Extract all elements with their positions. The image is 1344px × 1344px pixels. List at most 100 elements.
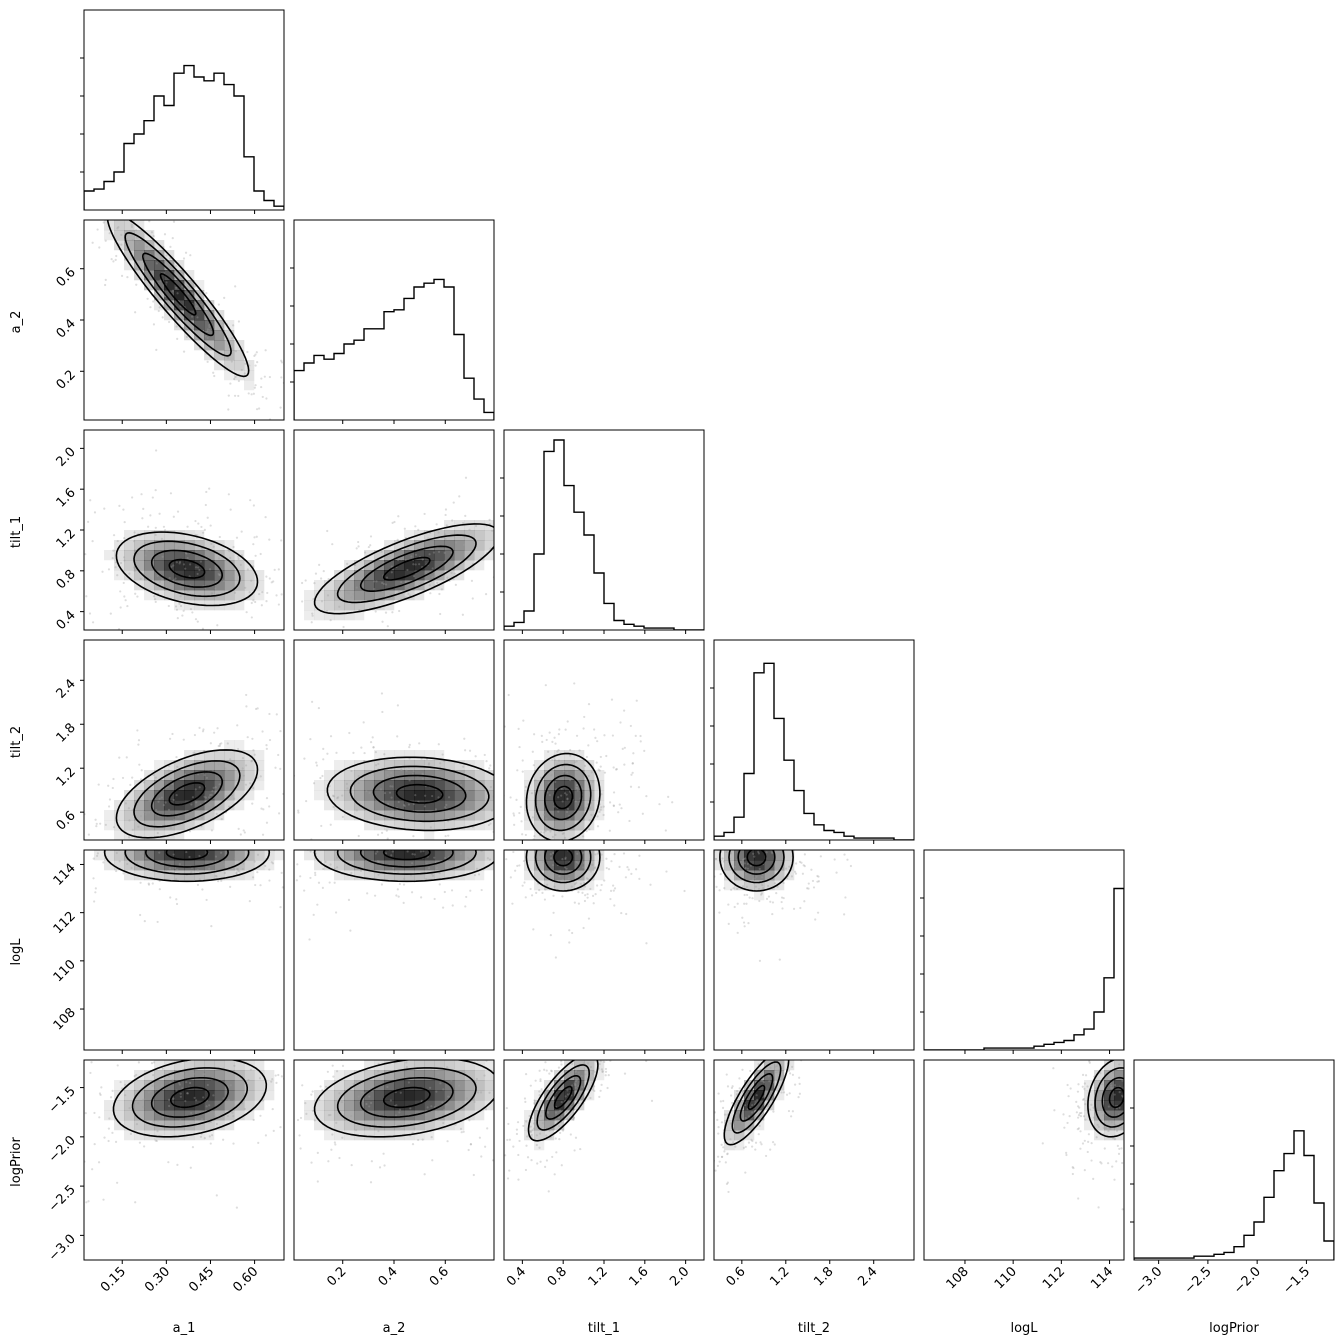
- sample-point: [198, 292, 201, 295]
- contour-level-2: [543, 850, 583, 875]
- sample-point: [540, 845, 542, 847]
- sample-point: [111, 556, 114, 560]
- sample-point: [654, 831, 656, 833]
- sample-point: [739, 801, 741, 803]
- density-cell: [194, 780, 205, 791]
- sample-point: [335, 634, 337, 636]
- sample-point: [156, 920, 159, 924]
- sample-point: [773, 1143, 776, 1146]
- sample-point: [107, 784, 110, 787]
- sample-point: [369, 535, 373, 538]
- density-cell: [434, 1100, 445, 1111]
- sample-point: [451, 519, 454, 522]
- sample-point: [358, 608, 361, 612]
- density-cell: [254, 590, 265, 601]
- sample-point: [36, 153, 38, 155]
- sample-point: [521, 770, 524, 773]
- density-cell: [424, 810, 435, 821]
- sample-point: [175, 794, 178, 797]
- sample-point: [529, 758, 531, 760]
- density-cell: [104, 850, 115, 861]
- sample-point: [167, 1161, 170, 1164]
- sample-point: [525, 531, 527, 533]
- sample-point: [723, 887, 726, 890]
- sample-point: [738, 1087, 741, 1090]
- sample-point: [230, 829, 232, 831]
- sample-point: [122, 508, 125, 511]
- density-cell: [414, 580, 425, 591]
- density-cell: [364, 800, 375, 811]
- sample-point: [309, 798, 311, 800]
- sample-point: [146, 297, 149, 300]
- sample-point: [245, 693, 248, 697]
- sample-point: [29, 795, 31, 797]
- sample-point: [530, 1133, 533, 1137]
- density-cell: [174, 1070, 185, 1081]
- sample-point: [568, 941, 571, 944]
- sample-point: [62, 180, 64, 182]
- sample-point: [629, 785, 633, 788]
- sample-point: [259, 775, 262, 778]
- sample-point: [508, 841, 510, 843]
- sample-point: [751, 878, 755, 881]
- density-cell: [244, 380, 255, 391]
- sample-point: [396, 888, 399, 891]
- sample-point: [572, 843, 574, 845]
- density-cell: [364, 760, 375, 771]
- density-cell: [334, 1120, 345, 1131]
- density-cell: [394, 550, 405, 561]
- sample-point: [770, 833, 772, 835]
- sample-point: [140, 769, 143, 772]
- sample-point: [706, 855, 708, 857]
- sample-point: [846, 827, 848, 829]
- sample-point: [466, 1220, 468, 1222]
- sample-point: [717, 1092, 720, 1095]
- sample-point: [744, 873, 748, 876]
- sample-point: [103, 841, 105, 843]
- sample-point: [592, 439, 594, 441]
- density-cell: [444, 1060, 455, 1071]
- density-cell: [134, 850, 145, 861]
- density-cell: [324, 610, 335, 621]
- density-cell: [744, 880, 755, 891]
- sample-point: [723, 860, 726, 863]
- sample-point: [366, 892, 369, 895]
- sample-point: [314, 873, 317, 877]
- density-cell: [234, 790, 245, 801]
- sample-point: [576, 789, 579, 792]
- sample-point: [583, 1046, 585, 1048]
- sample-point: [155, 348, 158, 352]
- density-cell: [394, 820, 405, 831]
- sample-point: [143, 781, 146, 784]
- sample-point: [179, 604, 183, 608]
- sample-point: [230, 794, 234, 797]
- sample-point: [753, 877, 756, 880]
- sample-point: [69, 837, 71, 839]
- sample-point: [218, 783, 221, 786]
- sample-point: [245, 705, 248, 708]
- sample-point: [551, 740, 554, 743]
- sample-point: [817, 880, 820, 883]
- contour-level-1: [170, 1086, 210, 1109]
- sample-point: [307, 1063, 309, 1065]
- sample-point: [208, 803, 212, 807]
- sample-point: [599, 1060, 602, 1063]
- sample-point: [548, 1097, 551, 1100]
- sample-point: [342, 625, 345, 629]
- sample-point: [447, 1016, 449, 1018]
- sample-point: [308, 938, 311, 941]
- sample-point: [787, 1109, 791, 1113]
- sample-point: [451, 1076, 454, 1079]
- density-cell: [204, 320, 215, 331]
- sample-point: [736, 1089, 739, 1093]
- sample-point: [538, 1069, 541, 1072]
- sample-point: [372, 1085, 375, 1088]
- sample-point: [326, 844, 328, 846]
- density-cell: [454, 760, 465, 771]
- sample-point: [547, 544, 549, 546]
- sample-point: [275, 594, 278, 597]
- sample-point: [458, 780, 461, 783]
- x-tick-label: 1.8: [811, 1264, 836, 1289]
- density-cell: [544, 760, 555, 771]
- sample-point: [233, 780, 236, 783]
